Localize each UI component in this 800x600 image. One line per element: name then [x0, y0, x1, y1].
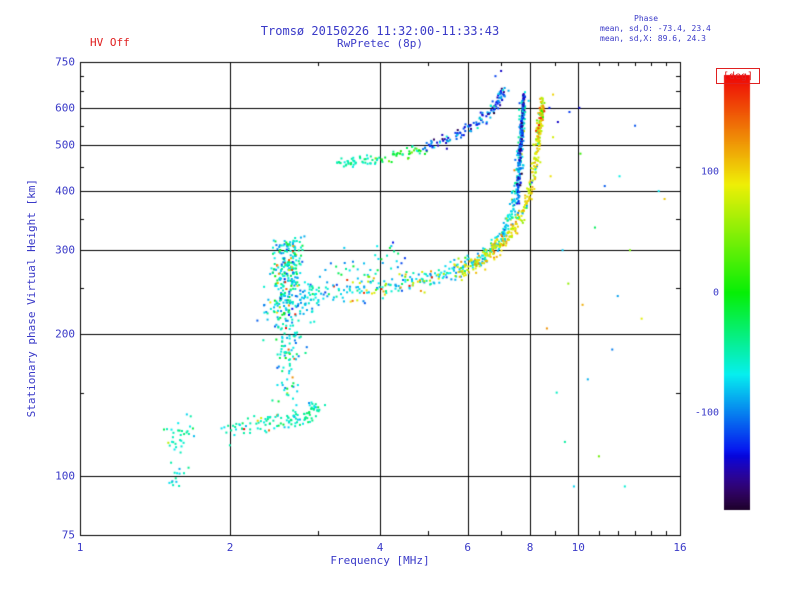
x-tick-label: 1 — [76, 541, 84, 554]
colorbar-tick-label: 0 — [712, 287, 719, 298]
phase-mean-x-line: mean, sd,X: 89.6, 24.3 — [600, 34, 706, 43]
plot-title: Tromsø 20150226 11:32:00-11:33:43 — [260, 24, 500, 38]
y-tick-label: 500 — [55, 138, 75, 152]
phase-stats-title: Phase — [634, 14, 659, 23]
x-tick-label: 2 — [226, 541, 234, 554]
y-tick-label: 100 — [55, 469, 75, 483]
plot-subtitle: RwPretec (8p) — [336, 37, 424, 50]
x-tick-label: 16 — [673, 541, 687, 554]
y-axis-label: Stationary phase Virtual Height [km] — [24, 179, 38, 418]
x-axis-label: Frequency [MHz] — [330, 554, 430, 567]
x-tick-label: 10 — [571, 541, 585, 554]
y-tick-label: 600 — [55, 101, 75, 115]
y-axis-label-wrap: Stationary phase Virtual Height [km] — [22, 62, 40, 535]
x-tick-label: 8 — [526, 541, 534, 554]
y-tick-label: 300 — [55, 243, 75, 257]
y-tick-label: 200 — [55, 327, 75, 341]
x-tick-label: 6 — [464, 541, 472, 554]
phase-stats-box: Phase mean, sd,O: -73.4, 23.4 mean, sd,X… — [600, 14, 718, 44]
colorbar-tick-label: 100 — [700, 166, 719, 178]
x-tick-label: 4 — [376, 541, 384, 554]
y-tick-label: 750 — [55, 55, 75, 69]
hv-status-label: HV Off — [90, 36, 130, 49]
y-tick-label: 75 — [61, 528, 75, 542]
y-tick-label: 400 — [55, 184, 75, 198]
colorbar-tick-label: -100 — [694, 407, 719, 419]
colorbar-unit-label: [deg] — [716, 68, 760, 84]
phase-mean-o-line: mean, sd,O: -73.4, 23.4 — [600, 24, 711, 33]
